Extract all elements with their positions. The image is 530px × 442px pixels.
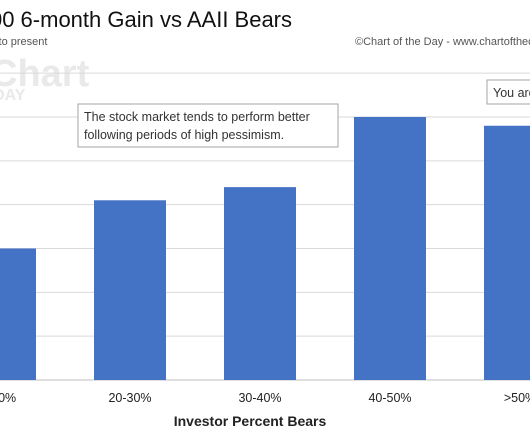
chart-subtitle: 1987 to present: [0, 36, 47, 48]
bar: [484, 125, 530, 381]
x-axis-title: Investor Percent Bears: [174, 413, 327, 429]
annotation-box: [77, 103, 339, 148]
annotation-pessimism: The stock market tends to perform better…: [77, 103, 339, 148]
bar: [94, 200, 166, 380]
annotation-you-are-here: You are here: [486, 79, 530, 105]
bar: [354, 116, 426, 380]
bars: [0, 116, 530, 381]
chart-source: ©Chart of the Day - www.chartoftheday.co…: [355, 36, 530, 48]
bar: [224, 187, 296, 380]
x-tick-label: 20-30%: [108, 391, 151, 405]
annotation-line-2: following periods of high pessimism.: [84, 128, 284, 142]
watermark-line-1: Chart: [0, 53, 90, 95]
chart-title: S&P 500 6-month Gain vs AAII Bears: [0, 7, 292, 32]
annotation-box: [486, 79, 530, 105]
bar: [0, 248, 36, 380]
annotation-line-1: The stock market tends to perform better: [84, 110, 310, 124]
watermark: Chart OF THE DAY: [0, 53, 90, 104]
x-tick-label: 40-50%: [368, 391, 411, 405]
x-tick-label: 30-40%: [238, 391, 281, 405]
annotation-line-1: You are here: [493, 86, 530, 100]
x-tick-labels: <20% 20-30% 30-40% 40-50% >50%: [0, 391, 530, 405]
watermark-line-2: OF THE DAY: [0, 87, 26, 104]
x-tick-label: >50%: [504, 391, 530, 405]
x-tick-label: <20%: [0, 391, 16, 405]
